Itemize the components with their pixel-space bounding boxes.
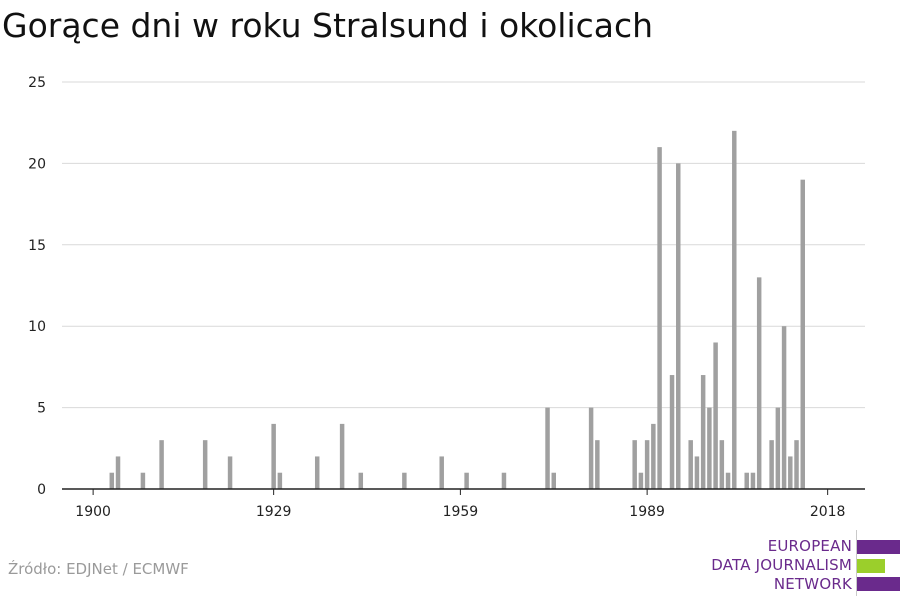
bar-2012 xyxy=(788,456,793,489)
bar-1987 xyxy=(632,440,637,489)
axes: 0 5 10 15 20 25 1900 1929 1959 1989 2018 xyxy=(28,75,865,520)
bar-2002 xyxy=(725,472,731,489)
chart-title: Gorące dni w roku Stralsund i okolicach xyxy=(2,6,654,45)
bar-2007 xyxy=(756,277,762,489)
bar-2013 xyxy=(794,440,799,489)
bar-2011 xyxy=(781,326,787,489)
bar-1991 xyxy=(657,147,662,489)
bar-1936 xyxy=(314,456,320,489)
y-tick-label: 20 xyxy=(28,156,46,172)
logo-bar-purple-top xyxy=(857,540,900,554)
bar-2003 xyxy=(732,130,737,489)
bar-1918 xyxy=(202,440,208,489)
logo-bar-green xyxy=(857,559,885,573)
bar-1930 xyxy=(277,472,283,489)
logo-line-1: EUROPEAN xyxy=(767,537,852,555)
bar-2009 xyxy=(769,440,774,489)
bar-1994 xyxy=(676,163,681,489)
bar-1911 xyxy=(159,440,164,489)
logo-divider xyxy=(856,530,857,596)
bar-1973 xyxy=(545,407,550,489)
bar-1903 xyxy=(109,472,115,489)
bar-1997 xyxy=(694,456,700,489)
y-tick-label: 25 xyxy=(28,75,46,91)
y-tick-label: 0 xyxy=(37,482,46,498)
bar-2006 xyxy=(750,472,756,489)
x-tick-label: 1929 xyxy=(256,504,292,520)
edjnet-logo: EUROPEAN DATA JOURNALISM NETWORK xyxy=(700,530,900,600)
bar-1981 xyxy=(595,440,600,489)
bar-2000 xyxy=(713,342,718,489)
bar-2014 xyxy=(800,179,805,489)
bar-1922 xyxy=(227,456,233,489)
x-tick-label: 2018 xyxy=(810,504,846,520)
bar-1908 xyxy=(140,472,146,489)
bar-1993 xyxy=(669,375,675,489)
bar-1988 xyxy=(638,472,644,489)
bar-1998 xyxy=(700,375,706,489)
bar-1999 xyxy=(707,407,712,489)
y-tick-label: 15 xyxy=(28,238,46,254)
bar-2005 xyxy=(744,472,749,489)
bar-1904 xyxy=(115,456,121,489)
x-tick-label: 1959 xyxy=(443,504,479,520)
bar-1990 xyxy=(651,423,656,489)
x-tick-label: 1989 xyxy=(629,504,665,520)
bar-1956 xyxy=(439,456,444,489)
y-tick-label: 5 xyxy=(37,401,46,417)
logo-line-2: DATA JOURNALISM xyxy=(711,556,852,574)
source-note: Źródło: EDJNet / ECMWF xyxy=(8,560,189,578)
bar-1996 xyxy=(688,440,693,489)
y-tick-label: 10 xyxy=(28,319,46,335)
bar-1950 xyxy=(402,472,407,489)
bar-1940 xyxy=(339,423,345,489)
bar-1960 xyxy=(464,472,469,489)
bar-1966 xyxy=(501,472,507,489)
bar-1974 xyxy=(551,472,557,489)
logo-bar-purple-bottom xyxy=(857,577,900,591)
logo-line-3: NETWORK xyxy=(773,575,852,593)
bars xyxy=(109,130,805,489)
bar-1943 xyxy=(358,472,364,489)
bar-1980 xyxy=(588,407,594,489)
bar-1989 xyxy=(644,440,650,489)
x-tick-label: 1900 xyxy=(75,504,111,520)
bar-2001 xyxy=(719,440,725,489)
bar-1929 xyxy=(271,423,276,489)
gridlines xyxy=(62,81,865,409)
bar-2010 xyxy=(775,407,781,489)
